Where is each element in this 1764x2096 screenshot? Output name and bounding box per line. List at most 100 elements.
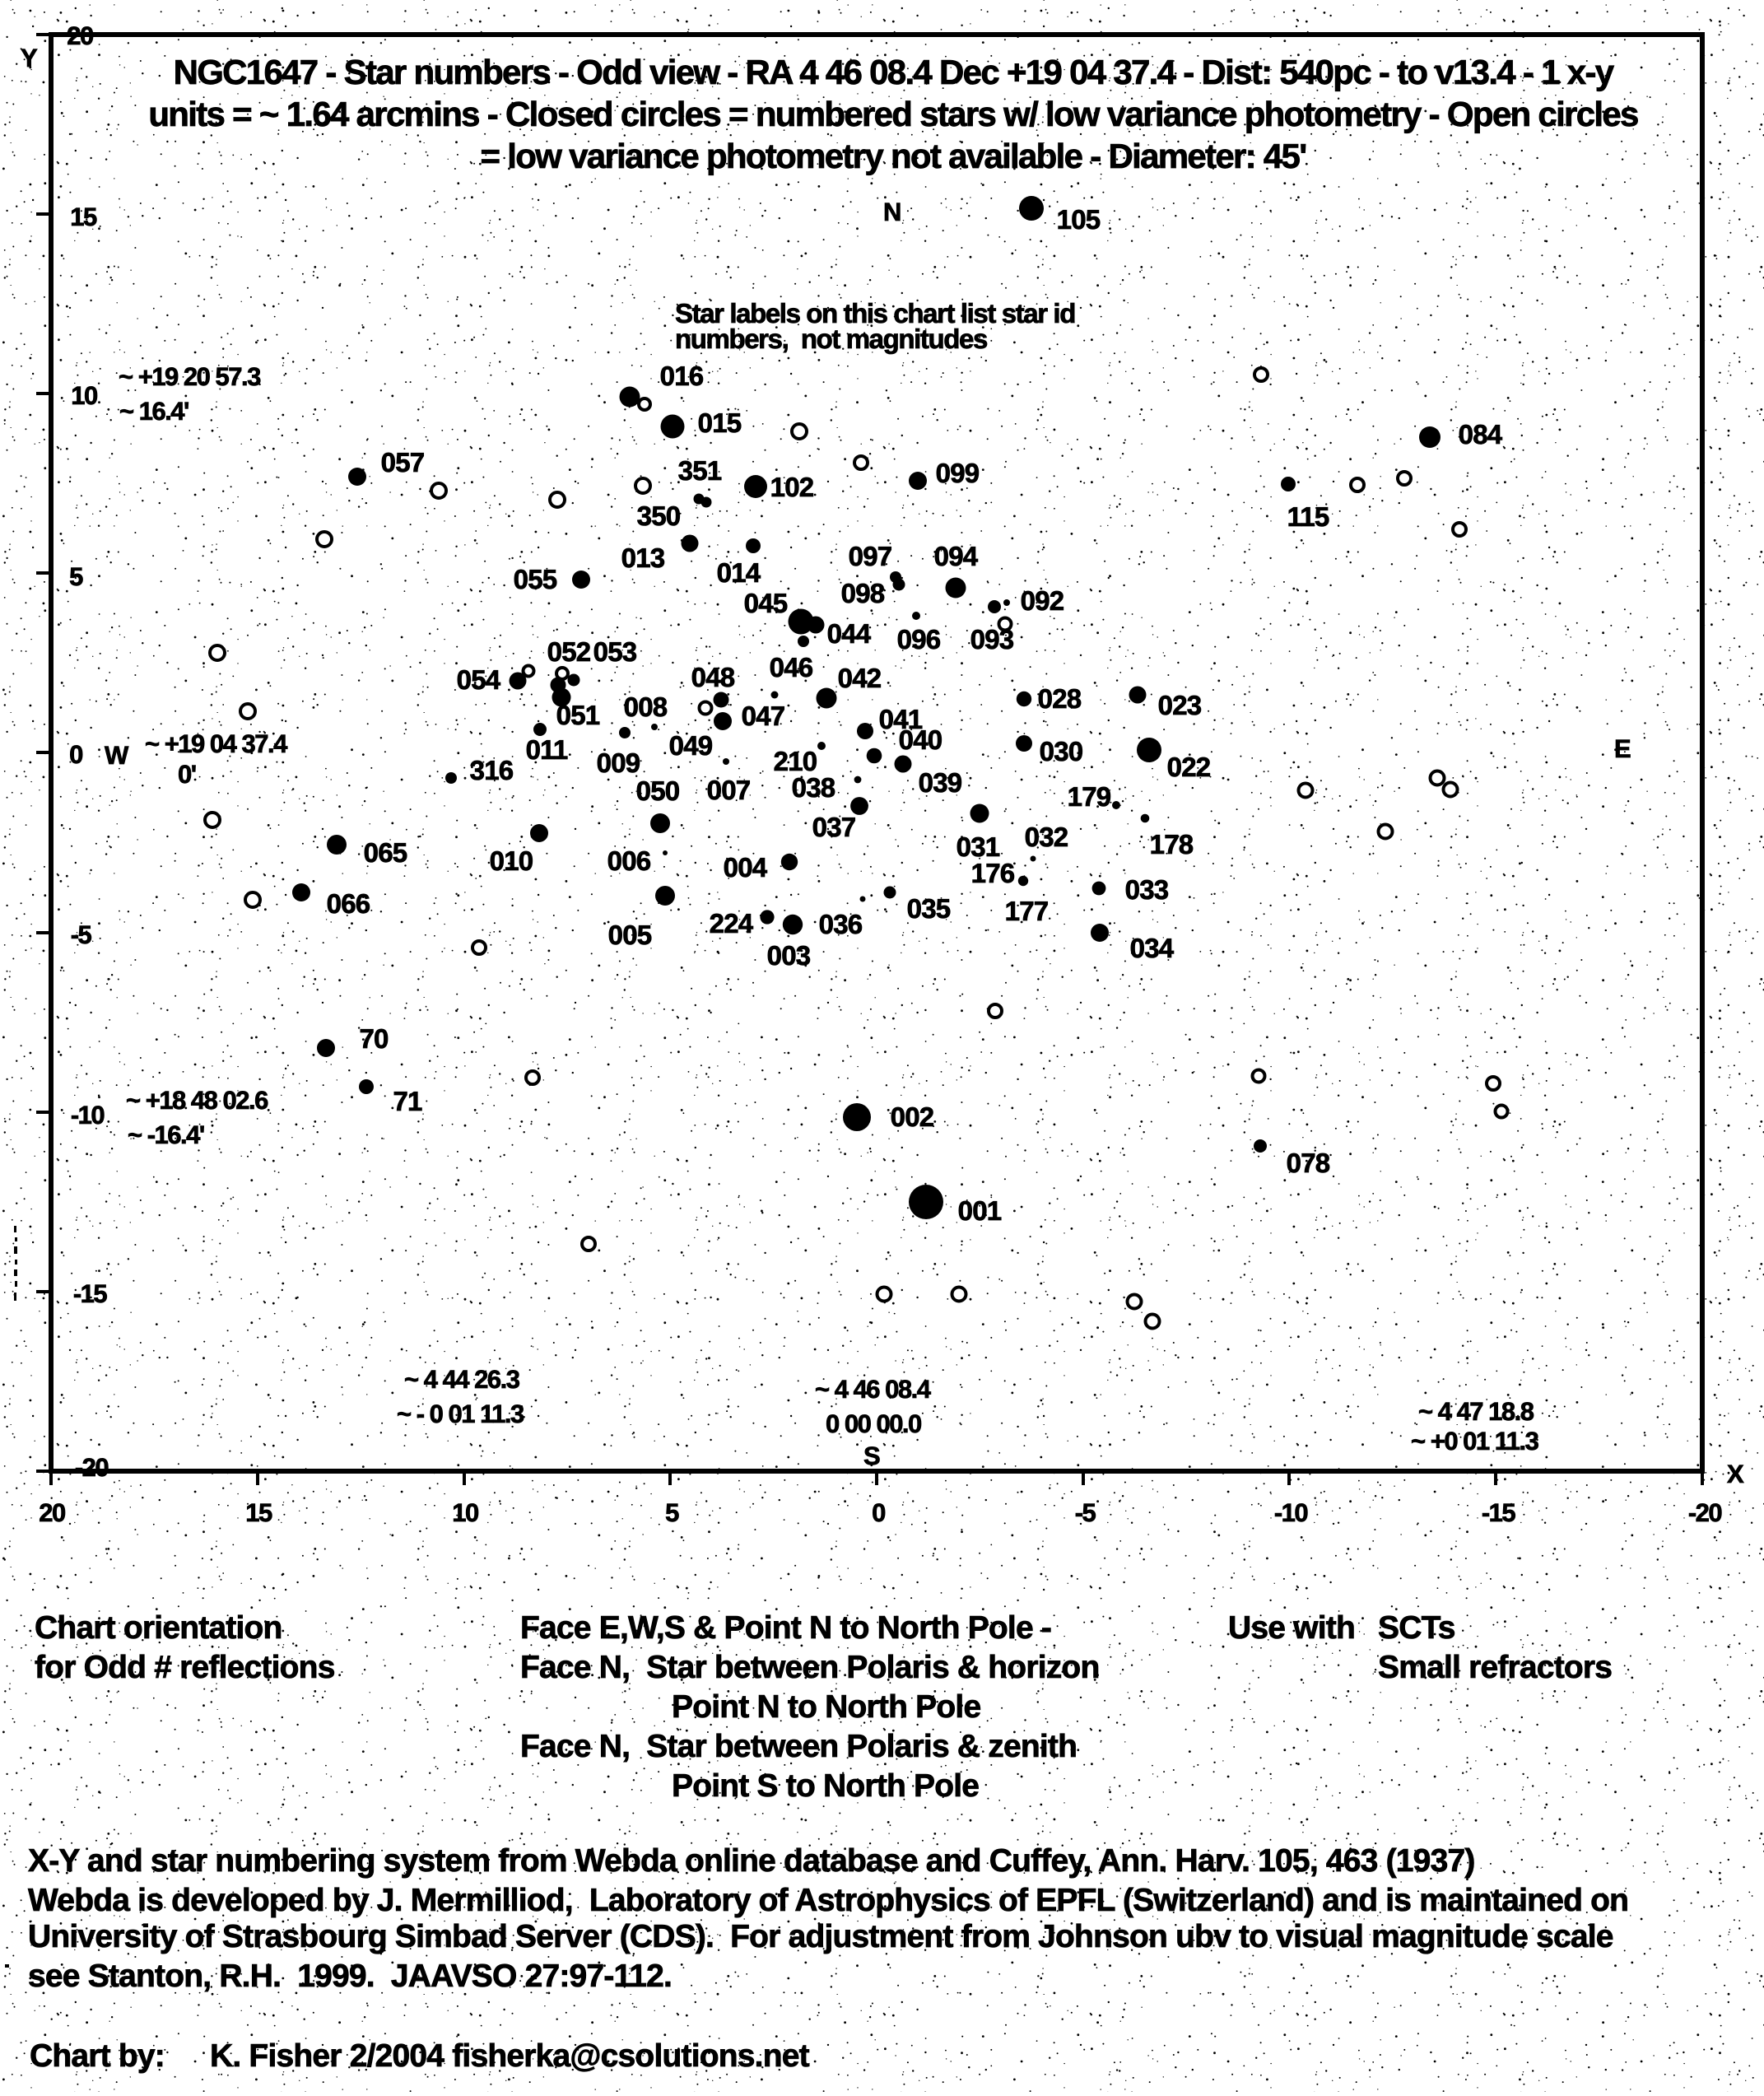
svg-text:-15: -15 xyxy=(1482,1498,1516,1527)
svg-text:092: 092 xyxy=(1021,585,1064,616)
svg-text:Face N, Star between Polaris: Face N, Star between Polaris & zenith xyxy=(520,1729,1077,1764)
svg-text:5: 5 xyxy=(69,562,83,591)
svg-text:011: 011 xyxy=(526,734,568,765)
svg-text:057: 057 xyxy=(381,447,425,477)
svg-text:= low variance photometry not: = low variance photometry not available … xyxy=(480,137,1306,175)
svg-text:X-Y and star numbering system: X-Y and star numbering system from Webda… xyxy=(28,1843,1475,1879)
svg-text:065: 065 xyxy=(364,837,407,868)
svg-text:036: 036 xyxy=(819,909,863,939)
svg-text:N: N xyxy=(883,198,901,226)
svg-text:034: 034 xyxy=(1130,933,1175,963)
svg-text:Face E,W,S & Point N to North: Face E,W,S & Point N to North Pole - xyxy=(520,1610,1051,1646)
svg-text:-10: -10 xyxy=(71,1101,105,1130)
svg-text:179: 179 xyxy=(1068,781,1111,812)
svg-text:20: 20 xyxy=(67,21,93,50)
svg-text:005: 005 xyxy=(608,920,652,950)
svg-text:Face N, Star between Polaris: Face N, Star between Polaris & horizon xyxy=(520,1650,1099,1685)
svg-text:0: 0 xyxy=(69,740,82,769)
svg-text:W: W xyxy=(105,741,129,770)
svg-text:033: 033 xyxy=(1125,874,1169,905)
svg-text:15: 15 xyxy=(245,1498,272,1527)
svg-text:71: 71 xyxy=(393,1086,422,1116)
svg-text:045: 045 xyxy=(744,588,788,618)
svg-text:078: 078 xyxy=(1287,1148,1330,1178)
svg-text:University of Strasbourg Simba: University of Strasbourg Simbad Server (… xyxy=(28,1919,1613,1954)
svg-text:units = ~ 1.64 arcmins - Close: units = ~ 1.64 arcmins - Closed circles … xyxy=(148,95,1638,133)
svg-text:031: 031 xyxy=(956,831,1000,862)
svg-text:008: 008 xyxy=(624,692,668,722)
svg-text:096: 096 xyxy=(897,624,941,654)
svg-text:Chart by:: Chart by: xyxy=(30,2038,165,2074)
svg-text:051: 051 xyxy=(556,700,600,730)
svg-text:70: 70 xyxy=(359,1023,388,1054)
svg-text:Webda is developed by J. Mermi: Webda is developed by J. Mermilliod, Lab… xyxy=(28,1883,1628,1918)
svg-text:010: 010 xyxy=(490,845,533,876)
svg-text:~ -16.4': ~ -16.4' xyxy=(128,1120,204,1149)
svg-text:030: 030 xyxy=(1040,736,1083,766)
svg-text:Use with: Use with xyxy=(1228,1610,1355,1646)
svg-text:210: 210 xyxy=(774,746,817,776)
svg-text:052: 052 xyxy=(547,636,591,667)
svg-text:016: 016 xyxy=(660,361,704,391)
svg-text:041: 041 xyxy=(879,704,923,734)
svg-text:048: 048 xyxy=(691,662,735,692)
svg-text:0 00 00.0: 0 00 00.0 xyxy=(826,1409,921,1438)
svg-text:~ 4 47 18.8: ~ 4 47 18.8 xyxy=(1418,1397,1534,1426)
svg-text:093: 093 xyxy=(970,624,1014,654)
svg-text:E: E xyxy=(1614,734,1631,763)
svg-text:316: 316 xyxy=(470,755,514,785)
svg-text:Star labels on this chart list: Star labels on this chart list star id xyxy=(675,298,1075,328)
svg-text:15: 15 xyxy=(70,203,97,231)
svg-text:-20: -20 xyxy=(75,1453,109,1482)
svg-text:028: 028 xyxy=(1038,683,1082,714)
svg-text:050: 050 xyxy=(636,776,680,806)
svg-text:099: 099 xyxy=(936,458,980,488)
svg-text:097: 097 xyxy=(849,541,892,571)
svg-text:224: 224 xyxy=(710,908,754,939)
svg-text:0: 0 xyxy=(872,1498,885,1527)
svg-text:007: 007 xyxy=(707,775,751,805)
svg-text:Point N to North Pole: Point N to North Pole xyxy=(672,1689,980,1725)
svg-text:for Odd # reflections: for Odd # reflections xyxy=(35,1650,335,1685)
svg-text:055: 055 xyxy=(514,564,557,594)
svg-text:023: 023 xyxy=(1158,690,1202,720)
svg-text:044: 044 xyxy=(827,618,872,649)
svg-text:~ - 0 01 11.3: ~ - 0 01 11.3 xyxy=(397,1400,524,1428)
svg-text:~ 4 44 26.3: ~ 4 44 26.3 xyxy=(404,1365,520,1394)
svg-text:~ +18 48 02.6: ~ +18 48 02.6 xyxy=(126,1086,268,1115)
svg-text:-20: -20 xyxy=(1688,1498,1722,1527)
svg-text:001: 001 xyxy=(958,1195,1002,1226)
svg-text:084: 084 xyxy=(1459,419,1503,449)
svg-text:038: 038 xyxy=(792,772,835,803)
svg-text:~ 4 46 08.4: ~ 4 46 08.4 xyxy=(815,1375,932,1404)
svg-text:006: 006 xyxy=(607,845,651,876)
svg-text:numbers, not magnitudes: numbers, not magnitudes xyxy=(675,324,987,354)
svg-text:0': 0' xyxy=(178,760,196,789)
svg-text:178: 178 xyxy=(1150,829,1194,859)
svg-text:-15: -15 xyxy=(73,1279,108,1308)
svg-text:002: 002 xyxy=(891,1102,934,1132)
svg-text:see Stanton, R.H. 1999. JAAV: see Stanton, R.H. 1999. JAAVSO 27:97-112… xyxy=(28,1959,672,1994)
svg-text:040: 040 xyxy=(899,724,943,755)
svg-text:105: 105 xyxy=(1057,204,1101,235)
svg-text:046: 046 xyxy=(770,652,813,682)
svg-text:013: 013 xyxy=(621,543,665,573)
svg-text:037: 037 xyxy=(812,812,856,842)
svg-text:039: 039 xyxy=(919,767,962,798)
svg-text:102: 102 xyxy=(770,472,814,502)
svg-text:047: 047 xyxy=(742,701,785,731)
svg-text:350: 350 xyxy=(637,501,681,531)
svg-text:042: 042 xyxy=(838,663,882,693)
svg-text:022: 022 xyxy=(1167,752,1211,782)
svg-text:10: 10 xyxy=(452,1498,478,1527)
svg-text:-5: -5 xyxy=(1075,1498,1096,1527)
svg-text:115: 115 xyxy=(1287,501,1329,532)
svg-text:SCTs: SCTs xyxy=(1378,1610,1455,1646)
svg-text:032: 032 xyxy=(1025,822,1068,852)
svg-text:X: X xyxy=(1727,1460,1744,1488)
svg-text:098: 098 xyxy=(841,578,885,608)
svg-text:NGC1647 - Star numbers - Odd v: NGC1647 - Star numbers - Odd view - RA 4… xyxy=(174,53,1615,91)
svg-text:014: 014 xyxy=(717,557,761,588)
svg-text:066: 066 xyxy=(327,888,370,919)
svg-text:004: 004 xyxy=(724,852,768,883)
